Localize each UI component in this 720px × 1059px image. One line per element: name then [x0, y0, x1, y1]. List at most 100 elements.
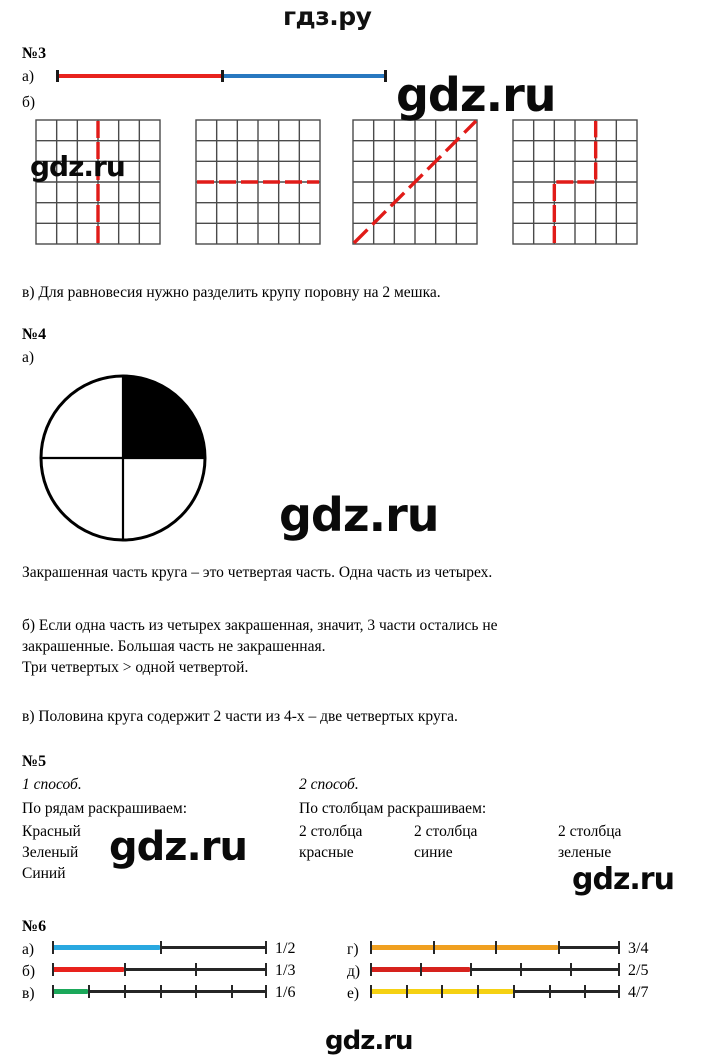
task-5-col-2-count: 2 столбца [558, 823, 622, 840]
fraction-line-a [52, 938, 267, 958]
number-line-tick [470, 963, 472, 976]
watermark-4: gdz.ru [572, 862, 675, 897]
number-line-filled-part [370, 945, 558, 950]
number-line-tick [441, 985, 444, 998]
fraction-value-a: 1/2 [275, 940, 296, 957]
task-5-col-0-count: 2 столбца [299, 823, 363, 840]
watermark-5: gdz.ru [325, 1026, 414, 1056]
number-line-base [52, 968, 267, 971]
number-line-tick [231, 985, 234, 998]
segment-tick-start [56, 70, 59, 82]
number-line-tick [618, 985, 620, 998]
number-line-tick [570, 963, 572, 976]
number-line-tick [512, 985, 515, 998]
number-line-filled-part [52, 967, 124, 972]
task-6-label-g: г) [347, 941, 359, 958]
number-line-filled-part [52, 989, 88, 994]
task-6-label-d: д) [347, 963, 361, 980]
number-line-filled-part [52, 945, 160, 950]
task-5-method-1-item-2: Синий [22, 865, 66, 882]
fraction-value-b: 1/3 [275, 962, 296, 979]
number-line-tick [159, 941, 162, 954]
task-4-part-b-line3: Три четвертых > одной четвертой. [22, 659, 249, 676]
number-line-tick [584, 985, 587, 998]
site-logo: гдз.ру [283, 2, 372, 31]
number-line-tick [265, 985, 267, 998]
grid-vertical-line [34, 118, 162, 246]
task-4-caption-a: Закрашенная часть круга – это четвертая … [22, 564, 493, 581]
segment-red-part [58, 74, 223, 78]
task-5-col-1-count: 2 столбца [414, 823, 478, 840]
segment-blue-part [223, 74, 385, 78]
task-3-part-a-label: а) [22, 68, 35, 85]
task-6-label-a: а) [22, 941, 35, 958]
number-line-tick [123, 985, 126, 998]
task-5-method-1-title: 1 способ. [22, 776, 82, 793]
task-4-part-b-line1: б) Если одна часть из четырех закрашенна… [22, 617, 498, 634]
number-line-tick [370, 941, 372, 954]
task-5-heading: №5 [22, 753, 47, 770]
number-line-tick [265, 963, 267, 976]
number-line-tick [432, 941, 435, 954]
fraction-line-e [370, 982, 620, 1002]
task-6-heading: №6 [22, 918, 47, 935]
task-3-segment-diagram [55, 68, 390, 84]
grid-stepped-line [511, 118, 639, 246]
number-line-tick [52, 941, 54, 954]
task-5-method-1-item-0: Красный [22, 823, 81, 840]
watermark-2: gdz.ru [279, 488, 440, 542]
task-6-label-e: е) [347, 985, 360, 1002]
task-5-col-0-color: красные [299, 844, 354, 861]
fraction-value-d: 2/5 [628, 962, 649, 979]
task-4-part-a-label: а) [22, 349, 35, 366]
task-6-label-b: б) [22, 963, 36, 980]
number-line-tick [123, 963, 126, 976]
watermark-1: gdz.ru [30, 150, 126, 183]
fraction-line-g [370, 938, 620, 958]
number-line-tick [159, 985, 162, 998]
task-3-part-b-label: б) [22, 94, 36, 111]
fraction-line-v [52, 982, 267, 1002]
task-4-part-c: в) Половина круга содержит 2 части из 4-… [22, 708, 458, 725]
task-6-label-v: в) [22, 985, 35, 1002]
number-line-tick [420, 963, 422, 976]
number-line-base [370, 968, 620, 971]
number-line-tick [557, 941, 560, 954]
number-line-tick [87, 985, 90, 998]
fraction-line-b [52, 960, 267, 980]
watermark-0: gdz.ru [396, 68, 557, 122]
number-line-tick [195, 963, 198, 976]
number-line-tick [405, 985, 408, 998]
fraction-value-e: 4/7 [628, 984, 649, 1001]
number-line-tick [52, 963, 54, 976]
segment-tick-end [384, 70, 387, 82]
task-5-method-1-subtitle: По рядам раскрашиваем: [22, 800, 188, 817]
number-line-tick [265, 941, 267, 954]
number-line-tick [618, 963, 620, 976]
number-line-tick [195, 985, 198, 998]
fraction-value-v: 1/6 [275, 984, 296, 1001]
shaded-quadrant [123, 376, 205, 458]
task-3-heading: №3 [22, 45, 47, 62]
task-5-col-1-color: синие [414, 844, 453, 861]
number-line-tick [520, 963, 522, 976]
task-5-method-1-item-1: Зеленый [22, 844, 79, 861]
quarter-circle-diagram [37, 372, 209, 549]
task-3-part-c-text: в) Для равновесия нужно разделить крупу … [22, 284, 441, 301]
number-line-tick [548, 985, 551, 998]
number-line-tick [618, 941, 620, 954]
fraction-value-g: 3/4 [628, 940, 649, 957]
grid-horizontal-line [194, 118, 322, 246]
task-5-col-2-color: зеленые [558, 844, 612, 861]
number-line-tick [52, 985, 54, 998]
watermark-3: gdz.ru [109, 824, 248, 870]
grid-diagonal-line [351, 118, 479, 246]
number-line-tick [370, 963, 372, 976]
task-5-method-2-title: 2 способ. [299, 776, 359, 793]
task-4-part-b-line2: закрашенные. Большая часть не закрашенна… [22, 638, 326, 655]
number-line-tick [495, 941, 497, 954]
number-line-tick [477, 985, 480, 998]
number-line-tick [370, 985, 372, 998]
task-5-method-2-subtitle: По столбцам раскрашиваем: [299, 800, 487, 817]
